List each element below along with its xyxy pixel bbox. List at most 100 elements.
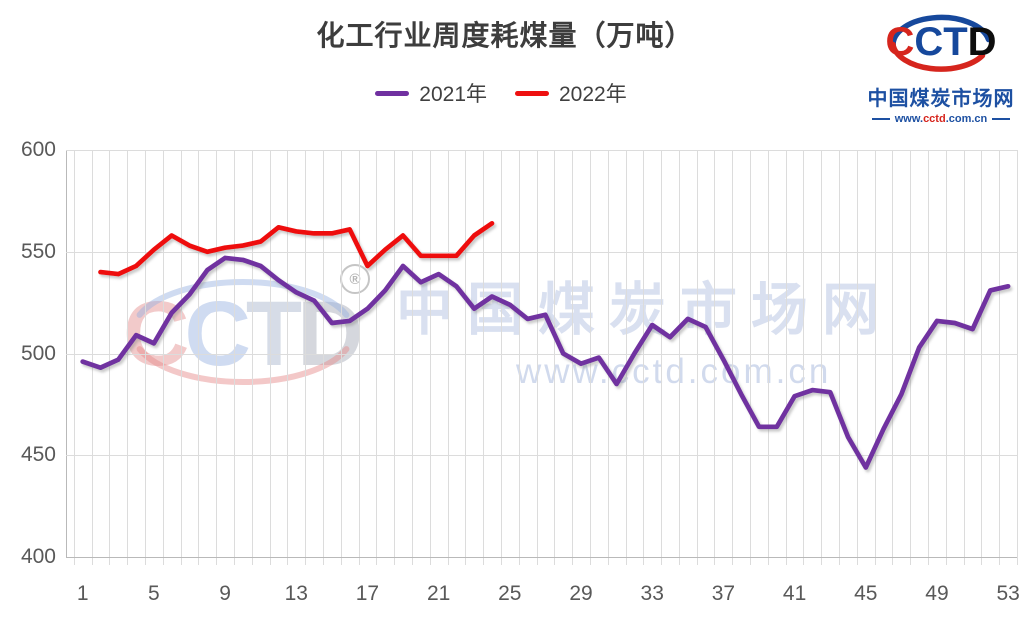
cctd-logo-mark-icon: CCTD (885, 14, 997, 72)
x-axis-tick (661, 557, 663, 565)
y-axis-label: 600 (20, 138, 56, 161)
x-axis-tick (287, 557, 289, 565)
x-axis-tick (500, 557, 502, 565)
legend-swatch-2022 (515, 90, 549, 96)
logo-url-row: www.cctd.com.cn (855, 113, 1027, 125)
x-axis-tick (803, 557, 805, 565)
x-axis-tick (928, 557, 930, 565)
x-axis-tick (785, 557, 787, 565)
x-axis-tick (874, 557, 876, 565)
x-axis-label: 29 (569, 582, 593, 605)
x-axis-tick (554, 557, 556, 565)
logo-letter-t: T (943, 20, 967, 64)
x-axis-tick (233, 557, 235, 565)
x-axis-tick (127, 557, 129, 565)
watermark-site-name: 中国煤炭市场网 (396, 278, 893, 342)
x-axis-tick (945, 557, 947, 565)
x-axis-label: 49 (925, 582, 949, 605)
logo-site-url: www.cctd.com.cn (894, 113, 988, 125)
svg-text:CCTD: CCTD (885, 20, 996, 64)
logo-dash-right (992, 118, 1011, 120)
x-axis-tick (109, 557, 111, 565)
logo-letter-d: D (968, 20, 997, 64)
logo-letter-c1: C (885, 20, 914, 64)
x-axis-label: 41 (782, 582, 807, 605)
legend-swatch-2021 (375, 90, 410, 96)
x-axis-label: 13 (284, 582, 308, 605)
y-axis-label: 400 (20, 545, 56, 568)
x-axis-label: 33 (640, 582, 664, 605)
y-axis-label: 450 (20, 443, 56, 467)
x-axis-tick (714, 557, 716, 565)
x-axis-label: 37 (711, 582, 736, 605)
x-axis-tick (305, 557, 307, 565)
x-axis-label: 9 (219, 582, 231, 605)
watermark-site-url: www.cctd.com.cn (516, 352, 832, 391)
x-axis-tick (607, 557, 609, 565)
legend-label-2021: 2021年 (419, 83, 487, 106)
x-axis-tick (216, 557, 218, 565)
x-axis-label: 25 (498, 582, 522, 605)
x-axis-tick (1017, 557, 1019, 565)
horizontal-gridline (66, 353, 1018, 355)
x-axis-tick (447, 557, 449, 565)
x-axis-tick (696, 557, 698, 565)
x-axis-tick (910, 557, 912, 565)
x-axis-tick (572, 557, 574, 565)
x-axis-tick (198, 557, 200, 565)
x-axis-line (66, 557, 1018, 558)
x-axis-tick (394, 557, 396, 565)
x-axis-tick (678, 557, 680, 565)
x-axis-tick (839, 557, 841, 565)
logo-site-name: 中国煤炭市场网 (867, 88, 1015, 110)
x-axis-tick (750, 557, 752, 565)
x-axis-tick (518, 557, 520, 565)
legend-label-2022: 2022年 (559, 83, 627, 106)
x-axis-tick (358, 557, 360, 565)
x-axis-tick (981, 557, 983, 565)
x-axis-tick (144, 557, 146, 565)
x-axis-tick (643, 557, 645, 565)
horizontal-gridline (66, 150, 1018, 151)
x-axis-label: 45 (854, 582, 878, 605)
x-axis-tick (892, 557, 894, 565)
x-axis-tick (73, 557, 75, 565)
logo-dash-left (871, 118, 890, 120)
x-axis-label: 21 (426, 582, 451, 605)
x-axis-label: 1 (76, 582, 89, 605)
x-axis-tick (465, 557, 467, 565)
x-axis-tick (429, 557, 431, 565)
watermark-registered-icon: ® (340, 264, 370, 294)
x-axis-tick (625, 557, 627, 565)
x-axis-tick (999, 557, 1001, 565)
x-axis-tick (732, 557, 734, 565)
x-axis-tick (589, 557, 591, 565)
cctd-logo: CCTD 中国煤炭市场网 www.cctd.com.cn (855, 2, 1027, 125)
x-axis-tick (767, 557, 769, 565)
horizontal-gridline (66, 455, 1018, 457)
x-axis-tick (821, 557, 823, 565)
x-axis-tick (269, 557, 271, 565)
horizontal-gridline (66, 251, 1018, 253)
x-axis-tick (322, 557, 324, 565)
x-axis-tick (162, 557, 164, 565)
x-axis-tick (483, 557, 485, 565)
x-axis-tick (963, 557, 965, 565)
x-axis-tick (536, 557, 538, 565)
x-axis-tick (856, 557, 858, 565)
x-axis-tick (376, 557, 378, 565)
y-axis-label: 500 (20, 341, 56, 365)
x-axis-tick (251, 557, 253, 565)
chart-title: 化工行业周度耗煤量（万吨） (316, 20, 694, 51)
x-axis-tick (411, 557, 413, 565)
x-axis-label: 17 (355, 582, 380, 605)
y-axis-label: 550 (20, 239, 56, 263)
x-axis-tick (180, 557, 182, 565)
x-axis-tick (340, 557, 342, 565)
vertical-gridline (1017, 150, 1019, 557)
x-axis-label: 5 (148, 582, 160, 605)
x-axis-tick (91, 557, 93, 565)
x-axis-label: 53 (996, 582, 1020, 605)
chart-legend: 2021年 2022年 (0, 78, 1020, 108)
